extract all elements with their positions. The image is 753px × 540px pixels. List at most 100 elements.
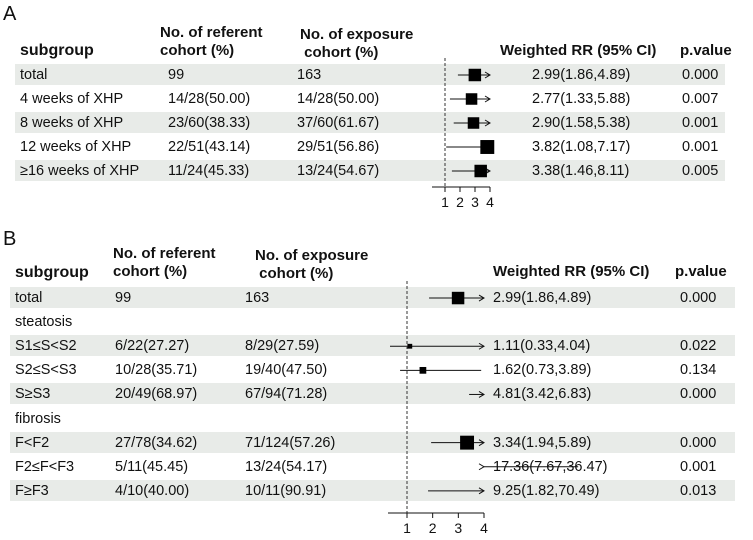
subgroup-cell: S2≤S<S3 xyxy=(15,362,77,379)
subgroup-cell: F≥F3 xyxy=(15,482,49,499)
row-band xyxy=(10,383,735,405)
exposure-cell: 13/24(54.17) xyxy=(245,458,328,475)
weighted-rr-cell: 2.90(1.58,5.38) xyxy=(532,115,631,131)
ci-arrow xyxy=(478,463,485,471)
p-value-cell: 0.000 xyxy=(682,67,719,83)
weighted-rr-cell: 3.34(1.94,5.89) xyxy=(493,434,592,451)
exposure-cell: 29/51(56.86) xyxy=(297,139,380,155)
p-value-cell: 0.013 xyxy=(680,482,717,499)
rr-point xyxy=(468,68,482,82)
weighted-rr-cell: 2.99(1.86,4.89) xyxy=(532,67,631,83)
header-exposure: No. of exposure cohort (%) xyxy=(300,26,414,61)
row-band xyxy=(10,431,735,453)
weighted-rr-cell: 4.81(3.42,6.83) xyxy=(493,386,592,403)
header-p-value: p.value xyxy=(675,263,727,280)
p-value-cell: 0.000 xyxy=(680,434,717,451)
ci-arrow xyxy=(484,95,491,103)
rr-point xyxy=(407,343,413,349)
ci-arrow xyxy=(478,342,485,350)
x-tick-label: 4 xyxy=(480,520,488,536)
exposure-cell: 14/28(50.00) xyxy=(297,91,380,107)
weighted-rr-cell: 2.99(1.86,4.89) xyxy=(493,290,592,306)
exposure-cell: 13/24(54.67) xyxy=(297,163,380,179)
p-value-cell: 0.007 xyxy=(682,91,719,107)
x-tick-label: 4 xyxy=(486,194,494,210)
ci-arrow xyxy=(478,391,485,398)
rr-point xyxy=(474,164,487,178)
weighted-rr-cell: 9.25(1.82,70.49) xyxy=(493,482,600,499)
row-band xyxy=(15,64,725,85)
referent-cell: 4/10(40.00) xyxy=(115,482,190,499)
subgroup-cell: F<F2 xyxy=(15,434,50,451)
p-value-cell: 0.000 xyxy=(680,290,717,306)
header-referent: No. of referent cohort (%) xyxy=(160,24,263,59)
subgroup-cell: S1≤S<S2 xyxy=(15,338,77,355)
x-tick-label: 1 xyxy=(403,520,411,536)
panel-label: B xyxy=(3,228,17,250)
rr-point xyxy=(419,366,427,374)
row-band xyxy=(15,112,725,133)
referent-cell: 5/11(45.45) xyxy=(115,458,189,475)
rr-point xyxy=(480,140,495,154)
subgroup-cell: total xyxy=(15,290,43,306)
header-subgroup: subgroup xyxy=(15,264,89,281)
row-band xyxy=(10,287,735,309)
subgroup-cell: 4 weeks of XHP xyxy=(20,91,124,107)
ci-arrow xyxy=(484,119,491,127)
ci-arrow xyxy=(478,294,485,302)
referent-cell: 22/51(43.14) xyxy=(168,139,251,155)
subgroup-cell: ≥16 weeks of XHP xyxy=(20,163,140,179)
header-referent: No. of referent cohort (%) xyxy=(113,245,216,280)
referent-cell: 27/78(34.62) xyxy=(115,434,198,451)
ci-arrow xyxy=(478,487,485,495)
referent-cell: 99 xyxy=(115,290,132,306)
referent-cell: 14/28(50.00) xyxy=(168,91,251,107)
referent-cell: 6/22(27.27) xyxy=(115,338,190,355)
subgroup-cell: 12 weeks of XHP xyxy=(20,139,132,155)
exposure-cell: 163 xyxy=(297,67,322,83)
header-weighted-rr: Weighted RR (95% CI) xyxy=(500,42,657,59)
rr-point xyxy=(467,117,480,129)
header-weighted-rr: Weighted RR (95% CI) xyxy=(493,263,650,280)
rr-point xyxy=(460,435,475,450)
referent-cell: 11/24(45.33) xyxy=(168,163,250,179)
row-band xyxy=(15,160,725,181)
exposure-cell: 10/11(90.91) xyxy=(245,482,327,499)
header-p-value: p.value xyxy=(680,42,732,59)
subgroup-cell: steatosis xyxy=(15,314,73,331)
x-tick-label: 3 xyxy=(471,194,479,210)
rr-point xyxy=(465,93,478,105)
subgroup-cell: 8 weeks of XHP xyxy=(20,115,124,131)
x-tick-label: 1 xyxy=(441,194,449,210)
x-tick-label: 3 xyxy=(454,520,462,536)
weighted-rr-cell: 3.38(1.46,8.11) xyxy=(532,163,630,179)
weighted-rr-cell: 2.77(1.33,5.88) xyxy=(532,91,631,107)
exposure-cell: 71/124(57.26) xyxy=(245,434,336,451)
p-value-cell: 0.022 xyxy=(680,338,717,355)
referent-cell: 23/60(38.33) xyxy=(168,115,251,131)
weighted-rr-cell: 3.82(1.08,7.17) xyxy=(532,139,631,155)
exposure-cell: 67/94(71.28) xyxy=(245,386,328,403)
p-value-cell: 0.001 xyxy=(682,139,719,155)
weighted-rr-cell: 1.62(0.73,3.89) xyxy=(493,362,592,379)
p-value-cell: 0.134 xyxy=(680,362,717,379)
p-value-cell: 0.000 xyxy=(680,386,717,403)
subgroup-cell: S≥S3 xyxy=(15,386,51,403)
referent-cell: 99 xyxy=(168,67,185,83)
ci-arrow xyxy=(484,71,491,79)
x-tick-label: 2 xyxy=(456,194,464,210)
p-value-cell: 0.001 xyxy=(680,458,717,475)
exposure-cell: 163 xyxy=(245,290,270,306)
row-band xyxy=(10,335,735,357)
exposure-cell: 37/60(61.67) xyxy=(297,115,380,131)
x-tick-label: 2 xyxy=(429,520,437,536)
row-band xyxy=(10,479,735,501)
subgroup-cell: F2≤F<F3 xyxy=(15,458,75,475)
referent-cell: 10/28(35.71) xyxy=(115,362,198,379)
rr-point xyxy=(451,291,465,305)
referent-cell: 20/49(68.97) xyxy=(115,386,198,403)
weighted-rr-cell: 1.11(0.33,4.04) xyxy=(493,338,591,355)
header-subgroup: subgroup xyxy=(20,42,94,59)
subgroup-cell: total xyxy=(20,67,48,83)
